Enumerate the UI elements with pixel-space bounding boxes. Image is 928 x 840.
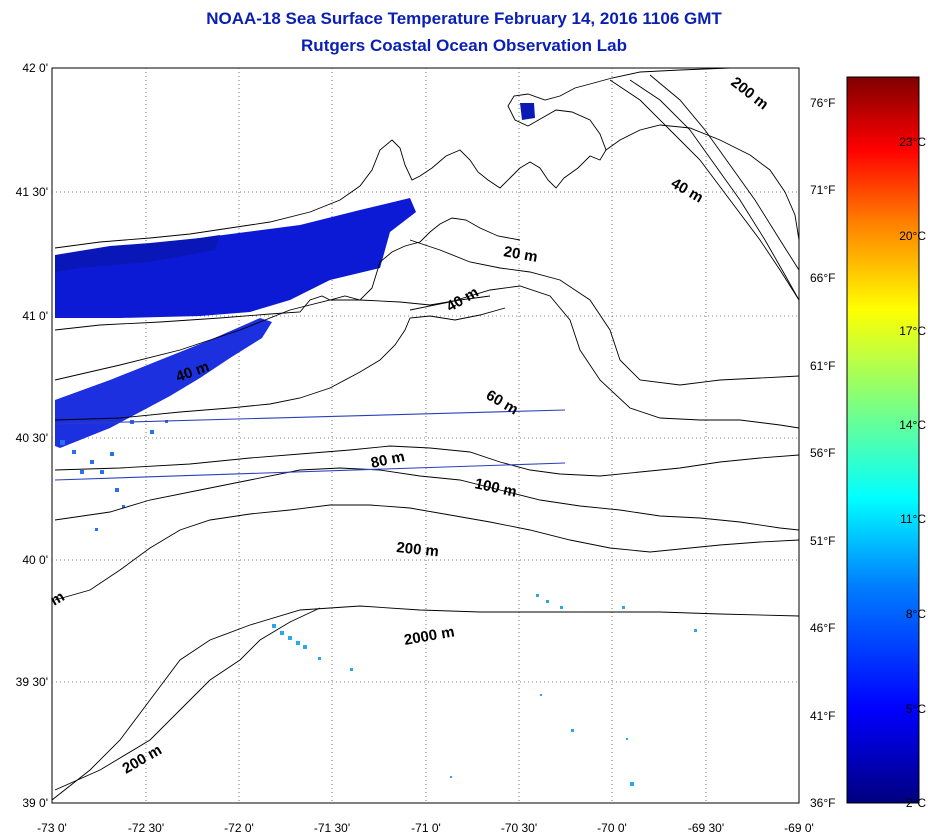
longitude-label: -70 30' — [501, 821, 537, 835]
contour-label: 200 m — [396, 539, 440, 560]
bathymetry-contours — [52, 74, 799, 801]
latitude-label: 41 30' — [16, 185, 48, 199]
longitude-label: -73 0' — [37, 821, 67, 835]
longitude-label: -72 0' — [224, 821, 254, 835]
fahrenheit-labels: 76°F 71°F 66°F 61°F 56°F 51°F 46°F 41°F … — [810, 96, 835, 810]
map-frame — [51, 67, 800, 804]
latitude-label: 41 0' — [22, 309, 48, 323]
fahrenheit-label: 36°F — [810, 796, 835, 810]
coastlines — [54, 68, 799, 421]
fahrenheit-label: 41°F — [810, 709, 835, 723]
latitude-label: 39 0' — [22, 796, 48, 810]
celsius-label: 11°C — [900, 512, 926, 526]
longitude-label: -71 0' — [411, 821, 441, 835]
latitude-labels: 42 0' 41 30' 41 0' 40 30' 40 0' 39 30' 3… — [16, 61, 48, 810]
latitude-label: 40 0' — [22, 553, 48, 567]
fahrenheit-label: 56°F — [810, 446, 835, 460]
map-title: NOAA-18 Sea Surface Temperature February… — [206, 9, 722, 28]
latitude-label: 42 0' — [22, 61, 48, 75]
sst-data-swath — [55, 103, 697, 786]
celsius-label: 8°C — [906, 607, 926, 621]
longitude-labels: -73 0' -72 30' -72 0' -71 30' -71 0' -70… — [37, 821, 814, 835]
longitude-label: -69 30' — [688, 821, 724, 835]
longitude-label: -72 30' — [128, 821, 164, 835]
celsius-labels: 23°C 20°C 17°C 14°C 11°C 8°C 5°C 2°C — [899, 135, 926, 810]
celsius-label: 17°C — [899, 324, 926, 338]
longitude-label: -70 0' — [597, 821, 627, 835]
celsius-label: 23°C — [899, 135, 926, 149]
latitude-label: 40 30' — [16, 431, 48, 445]
longitude-label: -69 0' — [784, 821, 814, 835]
fahrenheit-label: 71°F — [810, 183, 835, 197]
fahrenheit-label: 76°F — [810, 96, 835, 110]
celsius-label: 20°C — [899, 229, 926, 243]
contour-label: 20 m — [502, 243, 539, 266]
fahrenheit-label: 51°F — [810, 534, 835, 548]
fahrenheit-label: 66°F — [810, 271, 835, 285]
fahrenheit-label: 46°F — [810, 621, 835, 635]
longitude-label: -71 30' — [314, 821, 350, 835]
map-subtitle: Rutgers Coastal Ocean Observation Lab — [301, 36, 627, 55]
nantucket-sound-pixels — [520, 103, 535, 120]
latitude-label: 39 30' — [16, 675, 48, 689]
contour-label: 80 m — [369, 448, 406, 472]
fahrenheit-label: 61°F — [810, 359, 835, 373]
colorbar — [846, 76, 920, 804]
glider-transect-lines — [54, 409, 566, 481]
celsius-label: 2°C — [906, 796, 926, 810]
celsius-label: 14°C — [899, 418, 926, 432]
celsius-label: 5°C — [906, 702, 926, 716]
